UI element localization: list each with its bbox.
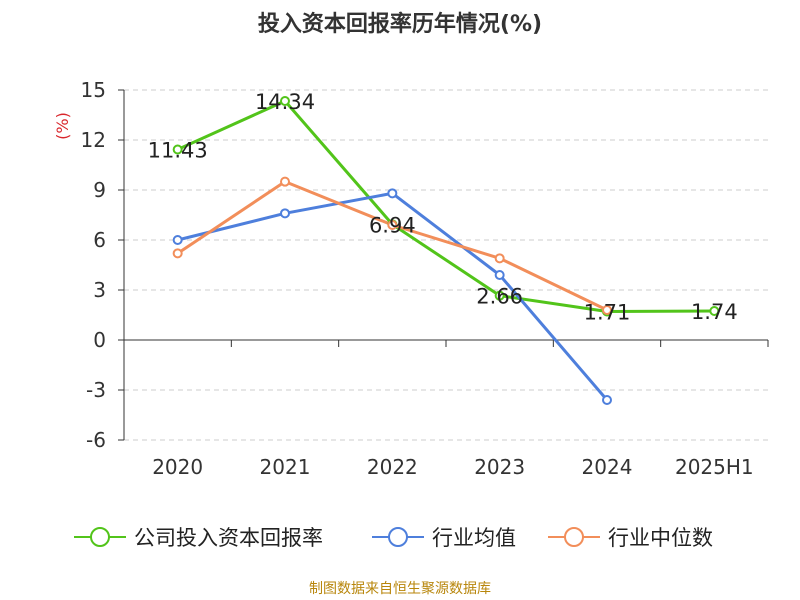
y-axis-label: (%) [53, 112, 72, 140]
legend-label: 行业均值 [432, 526, 516, 550]
data-point [172, 235, 183, 245]
data-point [280, 176, 290, 187]
x-tick-label: 2025H1 [675, 455, 754, 479]
tick-labels: 15 12 9 6 3 0 -3 -6 2020 2021 2022 2023 2024 2025H1 [81, 78, 754, 479]
chart-title: 投入资本回报率历年情况(%) [257, 12, 543, 37]
data-label: 1.71 [584, 301, 631, 325]
series-line [177, 99, 715, 313]
data-point [602, 395, 612, 405]
data-point [709, 306, 720, 316]
source-note: 制图数据来自恒生聚源数据库 [309, 581, 491, 597]
grid-lines [124, 89, 768, 441]
y-tick-label: 9 [93, 178, 106, 202]
data-label: 6.94 [369, 213, 416, 237]
y-tick-label: 6 [93, 228, 106, 252]
y-tick-label: 12 [81, 128, 106, 152]
y-tick-label: 15 [81, 78, 106, 102]
y-tick-label: -3 [86, 378, 106, 402]
data-point [494, 253, 505, 264]
data-point [172, 248, 183, 259]
data-label: 2.66 [476, 285, 523, 309]
y-tick-label: -6 [86, 428, 106, 452]
legend-label: 行业中位数 [608, 526, 713, 550]
y-tick-label: 0 [93, 328, 106, 352]
data-point [280, 96, 290, 106]
data-point [494, 270, 505, 280]
legend: 公司投入资本回报率 行业均值 行业中位数 [74, 526, 713, 550]
data-label: 11.43 [148, 139, 208, 163]
legend-marker [90, 527, 110, 547]
data-point [280, 208, 290, 219]
data-point [602, 305, 612, 315]
legend-marker [564, 527, 584, 547]
data-labels: 11.43 14.34 6.94 2.66 1.71 1.74 [148, 90, 738, 325]
data-label: 14.34 [255, 90, 315, 114]
y-tick-label: 3 [93, 278, 106, 302]
x-tick-label: 2022 [367, 455, 418, 479]
data-point [172, 144, 183, 155]
data-label: 1.74 [691, 300, 738, 324]
series-lines [176, 99, 715, 401]
data-points [172, 96, 720, 405]
data-point [494, 290, 505, 301]
data-point [387, 188, 398, 199]
data-point [387, 220, 398, 230]
legend-label: 公司投入资本回报率 [134, 526, 323, 550]
x-tick-label: 2020 [152, 455, 203, 479]
axes [118, 89, 769, 441]
x-tick-label: 2024 [582, 455, 633, 479]
x-tick-label: 2023 [474, 455, 525, 479]
series-line [176, 180, 608, 312]
legend-marker [388, 527, 408, 547]
x-tick-label: 2021 [260, 455, 311, 479]
